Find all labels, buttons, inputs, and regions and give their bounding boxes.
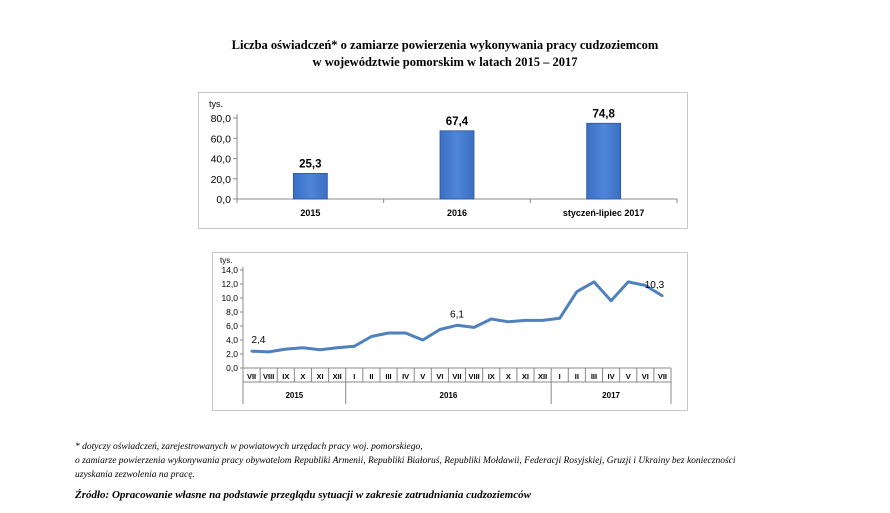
y-tick-label: 80,0 xyxy=(211,113,232,125)
data-point xyxy=(370,335,373,338)
bar xyxy=(586,122,622,200)
line-chart-panel: tys. 0,0 2,0 4,0 6,0 8,0 10,0 12,0 14,0 VII VIII IX… xyxy=(212,252,688,411)
data-point xyxy=(541,319,544,322)
y-unit-label: tys. xyxy=(220,256,232,265)
data-point xyxy=(609,299,613,302)
chart-title-line-1: Liczba oświadczeń* o zamiarze powierzeni… xyxy=(231,38,659,52)
year-label: 2015 xyxy=(285,391,303,400)
month-label: IV xyxy=(402,372,409,381)
data-point xyxy=(592,280,596,284)
y-tick-label: 4,0 xyxy=(226,335,238,345)
data-label: 2,4 xyxy=(252,335,266,346)
data-point xyxy=(267,350,270,354)
month-label: V xyxy=(626,372,631,381)
month-label: IX xyxy=(282,372,289,381)
source-note: Źródło: Opracowanie własne na podstawie … xyxy=(75,489,531,501)
month-label: II xyxy=(575,372,579,381)
data-point xyxy=(644,284,647,287)
data-point xyxy=(421,338,424,342)
month-label: VI xyxy=(642,372,649,381)
year-label: 2017 xyxy=(602,391,620,400)
month-label: V xyxy=(420,372,425,381)
bar-chart: tys. 0,0 20,0 40,0 60,0 80,0 25,3 2015 67,4 2016 7… xyxy=(209,99,678,218)
footnote-line-3: uzyskania zezwolenia na pracę. xyxy=(75,470,195,480)
category-label: 2015 xyxy=(300,208,320,218)
year-label: 2016 xyxy=(440,391,458,400)
data-point xyxy=(438,328,442,331)
data-point xyxy=(318,348,322,351)
data-point xyxy=(472,326,476,329)
bar-value-label: 74,8 xyxy=(592,108,615,120)
month-label: VII xyxy=(658,372,667,381)
month-label: I xyxy=(353,372,355,381)
month-label: XII xyxy=(538,372,547,381)
month-label: VII xyxy=(452,372,461,381)
y-tick-label: 60,0 xyxy=(211,133,232,145)
data-point xyxy=(661,294,664,298)
month-label: XII xyxy=(333,372,342,381)
y-tick-label: 20,0 xyxy=(211,174,232,186)
bar xyxy=(292,172,328,200)
data-point xyxy=(387,331,390,335)
data-point xyxy=(301,346,305,349)
month-label: IX xyxy=(488,372,495,381)
month-label: VIII xyxy=(263,372,274,381)
bar-value-label: 25,3 xyxy=(299,158,321,170)
data-point xyxy=(490,317,493,321)
data-label: 10,3 xyxy=(645,280,665,291)
footnote-line-1: * dotyczy oświadczeń, zarejestrowanych w… xyxy=(75,442,423,452)
y-tick-label: 40,0 xyxy=(211,154,232,166)
month-label: VI xyxy=(436,372,443,381)
data-point xyxy=(284,347,287,351)
category-label: styczeń-lipiec 2017 xyxy=(563,208,645,218)
y-tick-label: 12,0 xyxy=(221,279,238,289)
y-tick-label: 2,0 xyxy=(226,349,238,359)
month-label: IV xyxy=(608,372,615,381)
month-label: I xyxy=(559,372,561,381)
month-label: XI xyxy=(316,372,323,381)
data-point xyxy=(404,331,407,335)
month-label: X xyxy=(300,372,305,381)
data-point xyxy=(250,350,253,353)
data-point xyxy=(575,290,579,293)
data-point xyxy=(558,317,561,320)
month-label: XI xyxy=(522,372,529,381)
data-point xyxy=(627,280,630,284)
y-tick-label: 8,0 xyxy=(226,307,238,317)
y-tick-label: 6,0 xyxy=(226,321,238,331)
month-label: III xyxy=(385,372,391,381)
bar xyxy=(439,130,475,200)
bar-value-label: 67,4 xyxy=(446,116,469,128)
month-label: VII xyxy=(247,372,256,381)
y-tick-label: 0,0 xyxy=(216,194,231,206)
data-point xyxy=(524,319,527,322)
y-tick-label: 0,0 xyxy=(226,363,238,373)
month-label: II xyxy=(369,372,373,381)
y-tick-label: 10,0 xyxy=(221,293,238,303)
category-label: 2016 xyxy=(447,208,467,218)
y-unit-label: tys. xyxy=(209,99,223,109)
data-point xyxy=(507,320,510,323)
month-label: VIII xyxy=(468,372,479,381)
data-label: 6,1 xyxy=(450,309,464,320)
month-label: III xyxy=(591,372,597,381)
chart-title-line-2: w województwie pomorskim w latach 2015 –… xyxy=(312,55,578,69)
bar-chart-panel: tys. 0,0 20,0 40,0 60,0 80,0 25,3 2015 67,4 2016 7… xyxy=(198,92,688,229)
y-tick-label: 14,0 xyxy=(221,265,238,275)
data-point xyxy=(455,324,459,327)
data-point xyxy=(353,345,356,348)
footnote-line-2: o zamiarze powierzenia wykonywania pracy… xyxy=(75,456,736,466)
month-label: X xyxy=(506,372,511,381)
data-point xyxy=(335,346,339,349)
